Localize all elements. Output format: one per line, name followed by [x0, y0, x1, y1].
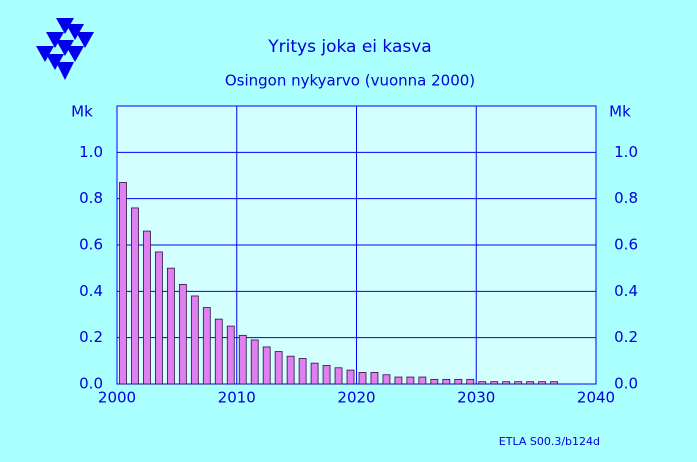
bar [155, 251, 163, 385]
x-tick-label: 2010 [218, 389, 256, 407]
bar [131, 207, 139, 385]
bar [166, 267, 175, 385]
chart-subtitle: Osingon nykyarvo (vuonna 2000) [225, 72, 475, 90]
bar [262, 346, 271, 385]
bar [358, 372, 367, 385]
source-note: ETLA S00.3/b124d [499, 435, 600, 448]
bar [466, 378, 475, 385]
y2-tick-label: 0.6 [614, 236, 638, 254]
bar [310, 362, 319, 385]
y2-tick-label: 0.4 [614, 282, 638, 300]
bar [526, 381, 535, 385]
bar [226, 325, 235, 385]
logo [36, 18, 94, 80]
y-tick-label: 0.0 [79, 375, 103, 393]
x-tick-label: 2020 [337, 389, 375, 407]
y-tick-label: 0.8 [79, 189, 103, 207]
x-tick-label: 2030 [457, 389, 495, 407]
bar [538, 381, 547, 385]
bar [478, 381, 487, 385]
y2-tick-label: 0.8 [614, 189, 638, 207]
bar [514, 381, 523, 385]
bar [454, 378, 463, 385]
bar [406, 376, 415, 385]
bar [286, 355, 295, 385]
bar [238, 334, 247, 385]
y2-tick-label: 1.0 [614, 143, 638, 161]
y-tick-label: 0.4 [79, 282, 103, 300]
bar [394, 376, 403, 385]
bar [214, 318, 223, 385]
y-tick-label: 1.0 [79, 143, 103, 161]
chart-title: Yritys joka ei kasva [267, 37, 431, 57]
bar [178, 283, 187, 385]
bar [274, 351, 283, 385]
bar [334, 367, 343, 385]
bar [370, 372, 379, 385]
bar [442, 378, 451, 385]
bar [298, 358, 307, 385]
bar [430, 378, 439, 385]
bar [502, 381, 511, 385]
y-axis-label: Mk [71, 103, 93, 121]
bar [418, 376, 427, 385]
y-tick-label: 0.6 [79, 236, 103, 254]
x-tick-label: 2040 [577, 389, 615, 407]
y2-tick-label: 0.0 [614, 375, 638, 393]
bar [250, 339, 259, 385]
bar [346, 369, 355, 385]
y-tick-label: 0.2 [79, 328, 103, 346]
x-tick-label: 2000 [98, 389, 136, 407]
bar [322, 365, 331, 385]
bar [119, 182, 127, 385]
bar [382, 374, 391, 385]
bar [550, 381, 558, 385]
bar [190, 295, 199, 385]
bar [143, 230, 151, 385]
y2-tick-label: 0.2 [614, 328, 638, 346]
y2-axis-label: Mk [609, 103, 631, 121]
bar [202, 307, 211, 385]
bar [490, 381, 499, 385]
